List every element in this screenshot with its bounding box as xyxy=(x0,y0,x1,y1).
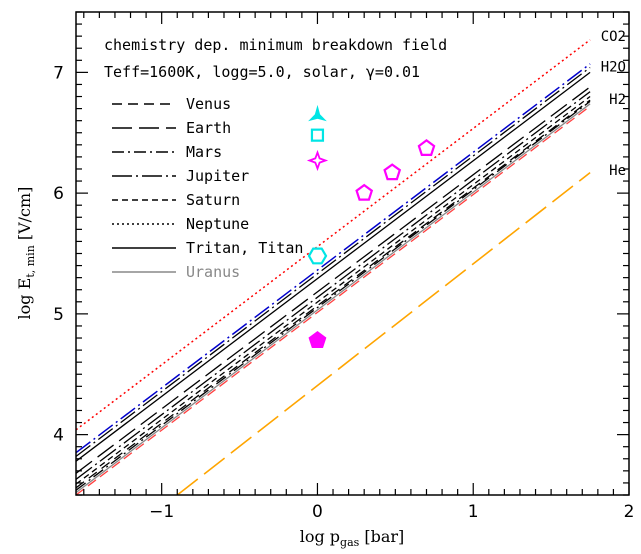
marker-pentagon-6 xyxy=(417,139,436,156)
y-axis-title-unit: [V/cm] xyxy=(15,187,34,246)
y-axis-title-sub: t, min xyxy=(24,245,37,277)
y-tick-label: 5 xyxy=(53,305,64,325)
series-line-2 xyxy=(76,63,591,454)
y-axis-title: log Et, min [V/cm] xyxy=(15,187,37,320)
series-layer xyxy=(76,39,591,495)
x-tick-label: −1 xyxy=(149,502,174,522)
legend-label: Earth xyxy=(186,119,231,137)
right-edge-label: H2O xyxy=(601,59,626,75)
y-axis-title-main: log E xyxy=(15,278,34,320)
y-tick-label: 4 xyxy=(53,426,64,446)
annotation-2: Teff=1600K, logg=5.0, solar, γ=0.01 xyxy=(104,63,420,81)
marker-layer xyxy=(306,104,436,348)
right-edge-label: H2 xyxy=(609,92,626,108)
series-line-6 xyxy=(76,91,591,480)
series-line-8 xyxy=(76,99,591,489)
y-tick-label: 7 xyxy=(53,63,64,83)
legend: Venus Earth Mars Jupiter Saturn Neptune Tritan… xyxy=(112,95,303,281)
series-line-1 xyxy=(76,39,591,431)
y-tick-label: 6 xyxy=(53,184,64,204)
x-axis-title: log pgas [bar] xyxy=(300,527,405,549)
marker-tri-star-1 xyxy=(308,104,327,122)
marker-pentagon-5 xyxy=(383,163,402,181)
marker-hexagon-7 xyxy=(307,247,328,265)
legend-label: Jupiter xyxy=(186,167,249,185)
right-edge-labels: CO2 H2O H2 He xyxy=(601,29,626,179)
series-line-9 xyxy=(76,100,591,491)
annotation-1: chemistry dep. minimum breakdown field xyxy=(104,36,447,54)
legend-label: Neptune xyxy=(186,215,249,233)
series-line-4 xyxy=(76,71,591,462)
x-tick-label: 2 xyxy=(624,502,635,522)
series-line-11 xyxy=(76,105,591,495)
marker-star4-3 xyxy=(306,149,329,172)
legend-label: Mars xyxy=(186,143,222,161)
right-edge-label: CO2 xyxy=(601,29,626,45)
x-axis-title-unit: [bar] xyxy=(359,527,404,546)
marker-pentagon-4 xyxy=(355,183,374,201)
series-line-7 xyxy=(76,95,591,485)
right-edge-label: He xyxy=(609,163,626,179)
legend-label: Venus xyxy=(186,95,231,113)
marker-pentagon-8 xyxy=(308,331,327,348)
x-tick-label: 0 xyxy=(312,502,323,522)
x-axis-title-main: log p xyxy=(300,527,340,546)
x-axis-title-sub: gas xyxy=(340,536,360,549)
legend-label: Tritan, Titan xyxy=(186,239,303,257)
legend-label: Saturn xyxy=(186,191,240,209)
series-line-12 xyxy=(176,171,591,495)
series-line-10 xyxy=(76,103,591,494)
legend-label: Uranus xyxy=(186,263,240,281)
x-tick-label: 1 xyxy=(468,502,479,522)
series-line-5 xyxy=(76,86,591,474)
plot-frame xyxy=(75,11,630,496)
marker-square-2 xyxy=(310,128,325,142)
series-line-3 xyxy=(76,66,591,457)
tick-layer: −1 0 1 2 4 5 6 7 xyxy=(53,11,635,522)
